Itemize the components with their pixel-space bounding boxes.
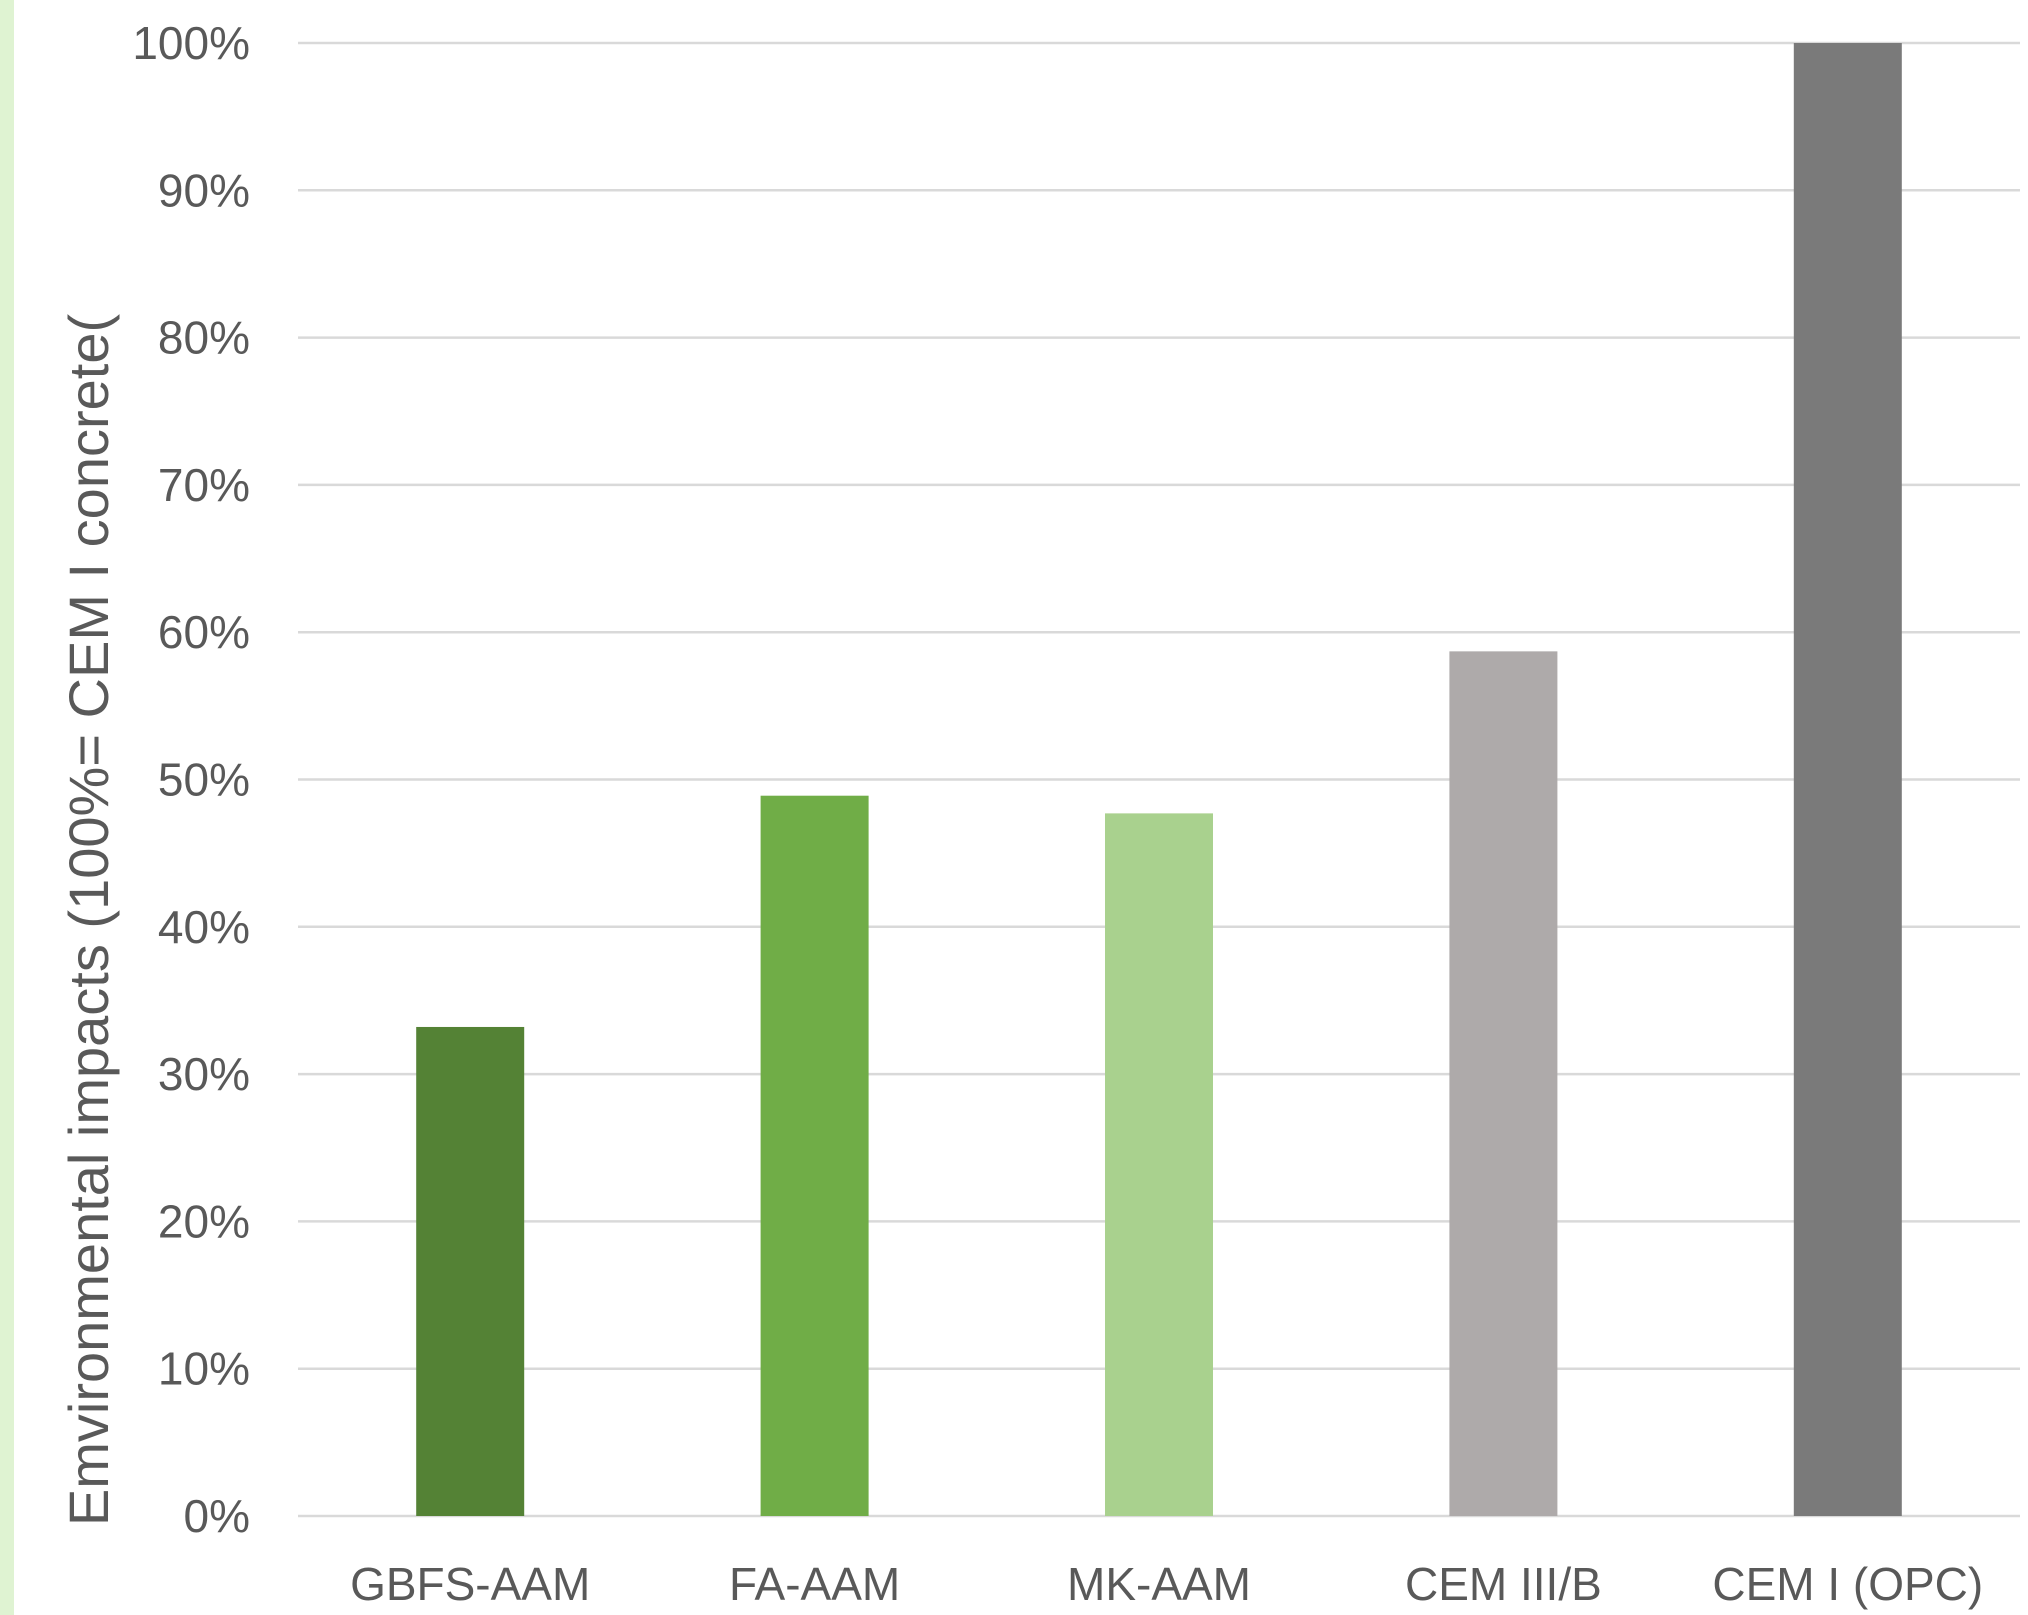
y-tick-label: 30% <box>158 1048 250 1100</box>
x-tick-label: GBFS-AAM <box>350 1558 590 1610</box>
bar-mk-aam <box>1105 813 1213 1516</box>
bar-cem-i-opc <box>1793 43 1902 1516</box>
x-tick-label: FA-AAM <box>729 1558 900 1610</box>
bars <box>416 43 1902 1516</box>
x-tick-label: MK-AAM <box>1067 1558 1251 1610</box>
left-edge-strip <box>0 0 14 1615</box>
y-tick-label: 100% <box>132 17 250 69</box>
y-axis-title: Emvironmental impacts (100%= CEM I concr… <box>57 314 120 1527</box>
y-tick-label: 40% <box>158 901 250 953</box>
y-tick-label: 10% <box>158 1343 250 1395</box>
x-tick-label: CEM I (OPC) <box>1712 1558 1983 1610</box>
y-tick-label: 70% <box>158 459 250 511</box>
bar-cem-iii-b <box>1449 651 1558 1516</box>
y-tick-label: 80% <box>158 312 250 364</box>
x-tick-label: CEM III/B <box>1405 1558 1602 1610</box>
bar-gbfs-aam <box>416 1026 525 1516</box>
y-tick-label: 90% <box>158 164 250 216</box>
bar-fa-aam <box>760 795 869 1516</box>
y-tick-label: 50% <box>158 754 250 806</box>
y-tick-labels: 0% 10% 20% 30% 40% 50% 60% 70% 80% 90% 100% <box>132 17 250 1542</box>
x-tick-labels: GBFS-AAM FA-AAM MK-AAM CEM III/B CEM I (OPC) <box>350 1558 1983 1610</box>
y-tick-label: 20% <box>158 1195 250 1247</box>
y-tick-label: 0% <box>184 1490 250 1542</box>
y-tick-label: 60% <box>158 606 250 658</box>
